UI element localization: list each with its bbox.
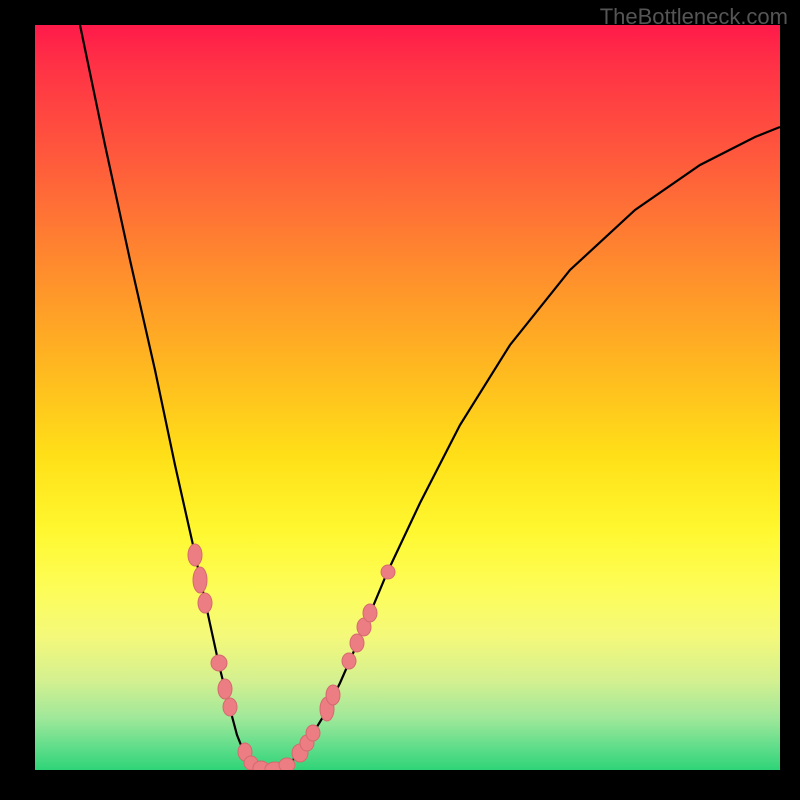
- data-marker: [211, 655, 227, 671]
- data-markers: [188, 544, 395, 770]
- data-marker: [193, 567, 207, 593]
- data-marker: [326, 685, 340, 705]
- curve-left-branch: [80, 25, 269, 770]
- data-marker: [381, 565, 395, 579]
- data-marker: [306, 725, 320, 741]
- data-marker: [198, 593, 212, 613]
- watermark-text: TheBottleneck.com: [600, 4, 788, 30]
- chart-svg: [35, 25, 780, 770]
- data-marker: [342, 653, 356, 669]
- data-marker: [223, 698, 237, 716]
- data-marker: [218, 679, 232, 699]
- data-marker: [363, 604, 377, 622]
- data-marker: [350, 634, 364, 652]
- chart-plot-area: [35, 25, 780, 770]
- curve-right-branch: [269, 127, 780, 770]
- data-marker: [188, 544, 202, 566]
- data-marker: [279, 758, 295, 770]
